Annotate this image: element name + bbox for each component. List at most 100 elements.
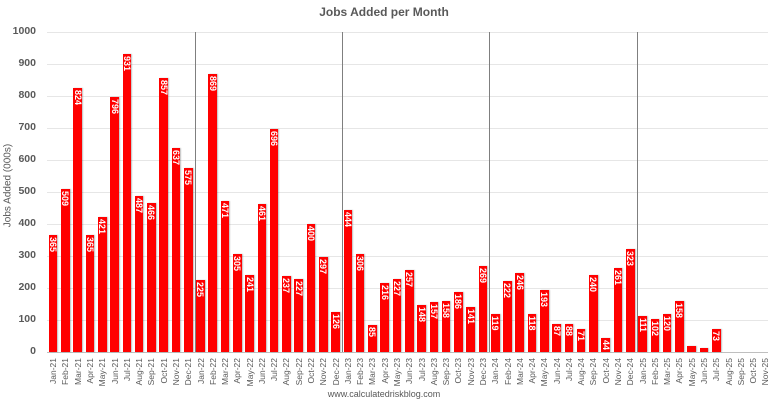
bar-value-label: 306 bbox=[355, 256, 366, 272]
bar: 158 bbox=[674, 301, 684, 352]
bar: 796 bbox=[110, 97, 120, 352]
bar: 444 bbox=[342, 209, 353, 352]
bar: 400 bbox=[306, 224, 317, 352]
y-tick-label: 0 bbox=[30, 345, 36, 357]
x-axis-line bbox=[47, 352, 768, 353]
bar: 857 bbox=[158, 77, 169, 352]
bar: 193 bbox=[539, 290, 550, 352]
year-separator bbox=[489, 32, 491, 352]
bar: 216 bbox=[379, 282, 390, 352]
bar: 111 bbox=[637, 316, 648, 352]
bar-value-label: 444 bbox=[342, 211, 353, 227]
bar: 120 bbox=[662, 313, 673, 352]
bar: 471 bbox=[220, 201, 230, 352]
bar: 257 bbox=[404, 269, 415, 352]
bar: 261 bbox=[613, 268, 624, 352]
gridline bbox=[47, 192, 768, 193]
bar: 85 bbox=[367, 324, 377, 352]
bar-value-label: 157 bbox=[428, 303, 439, 319]
bar-value-label: 237 bbox=[281, 278, 292, 294]
bar-value-label: 222 bbox=[502, 282, 513, 298]
bar-value-label: 119 bbox=[490, 315, 501, 331]
bar-value-label: 696 bbox=[269, 131, 280, 147]
bar-value-label: 102 bbox=[649, 321, 660, 337]
y-tick-label: 700 bbox=[18, 121, 36, 133]
bar: 487 bbox=[134, 196, 145, 352]
bar: 466 bbox=[146, 202, 156, 352]
bar-value-label: 111 bbox=[637, 318, 648, 333]
y-tick-label: 1000 bbox=[12, 25, 36, 37]
bar-value-label: 148 bbox=[416, 306, 427, 322]
bar: 141 bbox=[466, 306, 476, 352]
bar: 637 bbox=[170, 148, 181, 352]
bar: 240 bbox=[588, 275, 599, 352]
bar: 305 bbox=[232, 254, 243, 352]
bar: 421 bbox=[97, 217, 107, 352]
gridline bbox=[47, 64, 768, 65]
bar-value-label: 193 bbox=[539, 292, 550, 308]
bar: 225 bbox=[195, 280, 206, 352]
bar-value-label: 73 bbox=[711, 330, 722, 341]
bar-value-label: 225 bbox=[195, 282, 206, 298]
bar-value-label: 257 bbox=[404, 271, 415, 287]
chart-title: Jobs Added per Month bbox=[319, 5, 449, 19]
bar: 869 bbox=[207, 73, 218, 352]
bar: 227 bbox=[294, 279, 304, 352]
bar: 222 bbox=[502, 280, 513, 352]
bar: 102 bbox=[649, 319, 660, 352]
bar-value-label: 575 bbox=[183, 170, 194, 186]
bar: 71 bbox=[576, 329, 587, 352]
bar-value-label: 87 bbox=[551, 326, 562, 337]
bar-value-label: 931 bbox=[121, 56, 132, 72]
bar-value-label: 120 bbox=[662, 315, 673, 331]
bar-value-label: 240 bbox=[588, 277, 599, 293]
bar-value-label: 365 bbox=[84, 237, 95, 253]
bar: 365 bbox=[84, 235, 95, 352]
bar: 158 bbox=[441, 301, 452, 352]
gridline bbox=[47, 224, 768, 225]
year-separator bbox=[341, 32, 343, 352]
bar: 241 bbox=[244, 274, 255, 352]
bar-value-label: 216 bbox=[379, 284, 390, 300]
bar-value-label: 186 bbox=[453, 294, 464, 310]
gridline bbox=[47, 128, 768, 129]
source-footer: www.calculatedriskblog.com bbox=[327, 389, 441, 399]
bar-value-label: 869 bbox=[207, 75, 218, 91]
bar: 509 bbox=[60, 189, 70, 352]
bar: 365 bbox=[48, 235, 59, 352]
y-tick-label: 300 bbox=[18, 249, 36, 261]
bar-value-label: 305 bbox=[232, 256, 243, 272]
bar: 87 bbox=[551, 324, 562, 352]
bar: 306 bbox=[355, 254, 366, 352]
bar: 323 bbox=[625, 248, 635, 352]
year-separator bbox=[194, 32, 196, 352]
bar-value-label: 637 bbox=[170, 150, 181, 166]
bar: 186 bbox=[453, 292, 464, 352]
bar-value-label: 400 bbox=[306, 226, 317, 242]
gridline bbox=[47, 160, 768, 161]
bar: 237 bbox=[281, 276, 292, 352]
y-tick-label: 200 bbox=[18, 281, 36, 293]
bar-value-label: 297 bbox=[318, 258, 329, 274]
y-tick-label: 900 bbox=[18, 57, 36, 69]
gridline bbox=[47, 256, 768, 257]
bar-value-label: 88 bbox=[563, 325, 574, 336]
bar-value-label: 246 bbox=[514, 275, 525, 291]
bar-value-label: 126 bbox=[330, 313, 341, 329]
bar-value-label: 71 bbox=[576, 331, 587, 342]
bar-value-label: 158 bbox=[441, 303, 452, 319]
bar: 157 bbox=[428, 301, 439, 352]
bar-value-label: 261 bbox=[613, 270, 624, 286]
bar-value-label: 44 bbox=[600, 339, 611, 350]
bar: 227 bbox=[392, 279, 402, 352]
bar: 44 bbox=[600, 337, 611, 352]
bar-value-label: 857 bbox=[158, 79, 169, 95]
gridline bbox=[47, 96, 768, 97]
bar-value-label: 241 bbox=[244, 276, 255, 292]
gridline bbox=[47, 32, 768, 33]
bar-value-label: 365 bbox=[48, 237, 59, 253]
bar: 824 bbox=[73, 88, 83, 352]
bar-value-label: 487 bbox=[134, 198, 145, 214]
y-tick-label: 800 bbox=[18, 89, 36, 101]
bar-value-label: 118 bbox=[527, 316, 538, 331]
